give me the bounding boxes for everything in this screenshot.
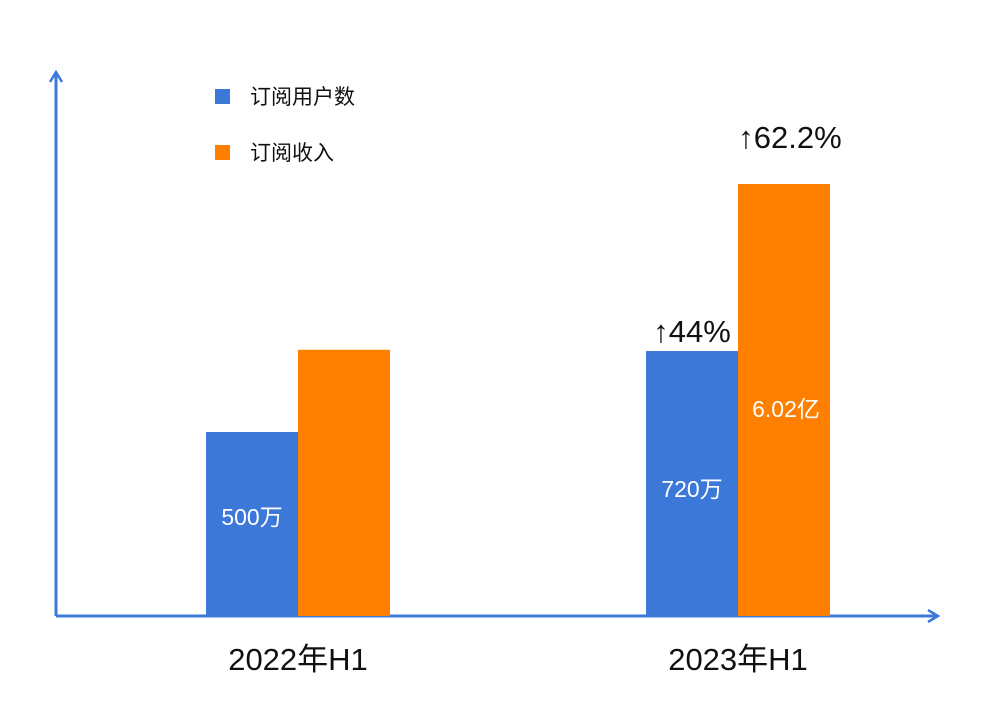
legend-swatch-revenue (215, 145, 230, 160)
bar-revenue-2022 (298, 349, 390, 616)
legend-label-revenue: 订阅收入 (250, 142, 334, 165)
bar-label-revenue-2023: 6.02亿 (752, 396, 820, 422)
bar-users-2023 (646, 351, 738, 616)
legend-label-users: 订阅用户数 (250, 86, 355, 109)
x-tick-label-2022: 2022年H1 (228, 642, 368, 677)
x-tick-label-2023: 2023年H1 (668, 642, 808, 677)
legend-swatch-users (215, 89, 230, 104)
growth-label-revenue-2023: ↑62.2% (738, 120, 841, 155)
growth-label-users-2023: ↑44% (653, 314, 731, 349)
bar-users-2022 (206, 432, 298, 616)
bar-label-users-2022: 500万 (221, 504, 282, 530)
bars (206, 184, 830, 616)
bar-label-users-2023: 720万 (661, 476, 722, 502)
bar-revenue-2023 (738, 184, 830, 616)
legend: 订阅用户数 订阅收入 (215, 86, 355, 165)
